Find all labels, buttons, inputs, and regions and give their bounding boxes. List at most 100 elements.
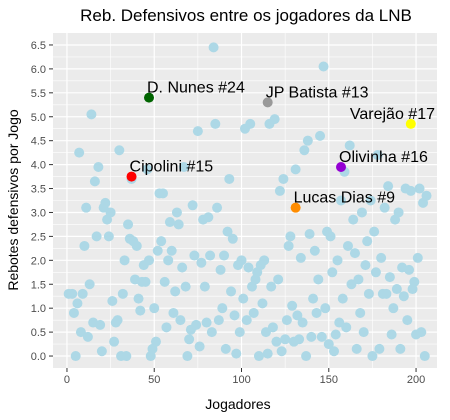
data-point	[316, 331, 327, 342]
data-point	[287, 300, 298, 311]
x-tick-label: 50	[148, 374, 160, 386]
x-tick-label: 100	[232, 374, 250, 386]
data-point	[79, 240, 90, 251]
data-point	[96, 346, 107, 357]
data-point	[393, 207, 404, 218]
data-point	[67, 288, 78, 299]
data-point	[329, 346, 340, 357]
data-point	[383, 181, 394, 192]
data-point	[372, 150, 383, 161]
data-point	[144, 255, 154, 266]
data-point	[349, 248, 360, 259]
data-point	[219, 250, 230, 261]
data-point	[100, 197, 111, 208]
data-point	[421, 190, 432, 201]
data-point	[205, 250, 216, 261]
data-point	[236, 255, 247, 266]
data-point	[269, 114, 280, 125]
data-point	[164, 217, 175, 228]
data-point	[281, 315, 292, 326]
data-point	[229, 310, 240, 321]
data-point	[234, 327, 245, 338]
data-point	[271, 336, 282, 347]
data-point	[259, 255, 270, 266]
data-point	[152, 245, 163, 256]
data-point	[379, 202, 390, 213]
data-point	[117, 288, 128, 299]
data-point	[149, 303, 160, 314]
data-point	[77, 288, 88, 299]
data-point	[119, 255, 130, 266]
data-point	[290, 164, 301, 175]
y-tick-label: 4.5	[31, 136, 46, 148]
data-point	[416, 327, 427, 338]
y-tick-label: 1.5	[31, 279, 46, 291]
data-point	[231, 348, 242, 359]
data-point	[192, 126, 203, 137]
data-point	[360, 260, 371, 271]
data-point	[367, 351, 378, 362]
data-point	[402, 315, 413, 326]
data-point	[253, 351, 264, 362]
data-point	[135, 305, 146, 316]
data-point	[395, 343, 406, 354]
highlighted-points	[126, 92, 416, 213]
data-point	[177, 262, 188, 273]
player-label: Cipolini #15	[130, 159, 214, 176]
data-point	[68, 307, 79, 318]
data-point	[370, 267, 381, 278]
data-point	[180, 281, 191, 292]
x-tick-label: 200	[407, 374, 425, 386]
data-point	[208, 42, 219, 53]
data-point	[241, 315, 252, 326]
data-point	[336, 195, 346, 206]
data-point	[257, 298, 268, 309]
data-point	[109, 336, 120, 347]
x-axis-title: Jogadores	[205, 396, 270, 412]
y-tick-label: 3.0	[31, 207, 46, 219]
player-label: Olivinha #16	[339, 149, 428, 166]
data-point	[178, 162, 189, 172]
y-tick-label: 0.5	[31, 327, 46, 339]
data-point	[260, 327, 271, 338]
y-tick-label: 6.0	[31, 64, 46, 76]
data-point	[308, 293, 319, 304]
data-point	[157, 188, 168, 199]
data-point	[313, 274, 324, 285]
data-point	[215, 264, 226, 275]
data-point	[133, 293, 144, 304]
data-point	[159, 276, 170, 287]
x-axis-ticks: 0 50 100 150 200	[64, 368, 425, 386]
data-point	[278, 173, 289, 184]
data-point	[320, 303, 331, 314]
data-point	[391, 284, 402, 295]
player-label: Varejão #17	[350, 106, 435, 123]
data-point	[295, 252, 306, 263]
highlighted-point	[405, 118, 416, 129]
data-point	[123, 219, 134, 230]
data-point	[248, 307, 259, 318]
data-point	[267, 322, 278, 333]
data-point	[245, 118, 256, 129]
data-point	[311, 307, 322, 318]
data-point	[363, 288, 374, 299]
data-point	[334, 317, 345, 328]
data-point	[184, 334, 195, 345]
player-labels: D. Nunes #24 JP Batista #13 Varejão #17 Oli…	[130, 80, 436, 207]
data-point	[365, 195, 376, 206]
y-tick-label: 3.5	[31, 184, 46, 196]
data-point	[381, 288, 392, 299]
player-label: D. Nunes #24	[147, 80, 245, 97]
data-point	[89, 176, 100, 187]
data-point	[182, 351, 193, 362]
data-point	[227, 233, 238, 244]
data-point	[201, 317, 212, 328]
y-tick-label: 0.0	[31, 351, 46, 363]
data-point	[409, 276, 420, 287]
data-point	[191, 319, 202, 330]
y-axis-ticks: 0.0 0.5 1.0 1.5 2.0 2.5 3.0 3.5 4.0 4.5 5.0 5.5 6.0 6…	[31, 40, 53, 363]
background-points	[63, 42, 432, 362]
data-point	[175, 315, 186, 326]
y-axis-title: Rebotes defensivos por Jogo	[5, 109, 21, 291]
